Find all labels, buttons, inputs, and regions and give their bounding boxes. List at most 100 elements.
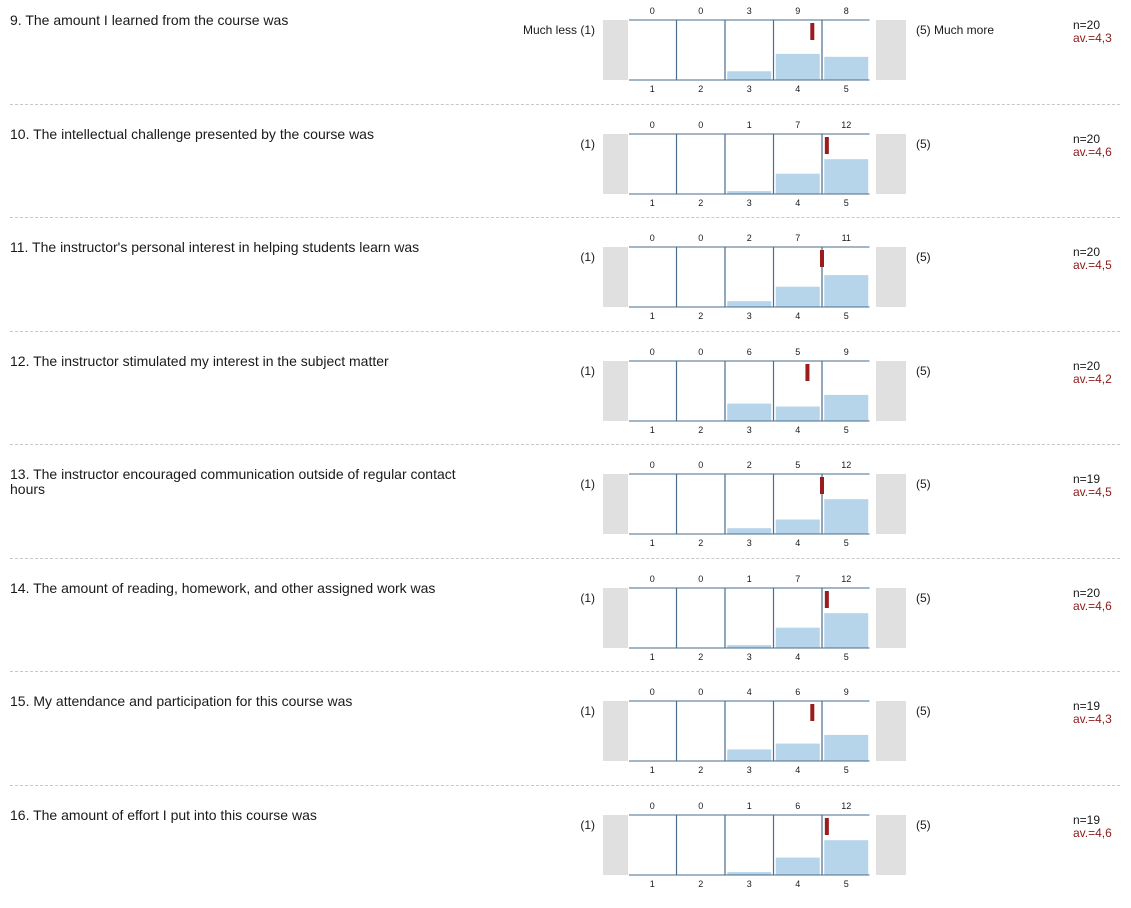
bar-3 <box>727 749 772 761</box>
count-label: 2 <box>747 233 752 243</box>
count-label: 9 <box>844 347 849 357</box>
average-marker <box>820 477 824 494</box>
row-divider <box>10 785 1120 786</box>
count-label: 12 <box>841 801 851 811</box>
bar-5 <box>824 613 869 648</box>
count-label: 0 <box>698 347 703 357</box>
histogram-chart: 0 1 0 2 3 3 9 4 8 5 <box>603 6 906 94</box>
row-divider <box>10 217 1120 218</box>
bar-5 <box>824 734 869 761</box>
category-label: 2 <box>698 652 703 662</box>
category-label: 1 <box>650 652 655 662</box>
bar-3 <box>727 872 772 875</box>
scale-left-label: (1) <box>580 704 595 718</box>
count-label: 1 <box>747 801 752 811</box>
count-label: 5 <box>795 347 800 357</box>
bar-4 <box>775 53 820 80</box>
count-label: 12 <box>841 574 851 584</box>
category-label: 1 <box>650 538 655 548</box>
category-label: 3 <box>747 879 752 889</box>
count-label: 12 <box>841 120 851 130</box>
scale-right-block <box>876 247 906 307</box>
question-text: 12. The instructor stimulated my interes… <box>10 353 389 369</box>
count-label: 6 <box>795 687 800 697</box>
scale-right-label: (5) <box>916 477 931 491</box>
scale-left-label: (1) <box>580 818 595 832</box>
scale-right-block <box>876 361 906 421</box>
scale-left-label: (1) <box>580 137 595 151</box>
scale-left-block <box>603 588 628 648</box>
category-label: 3 <box>747 198 752 208</box>
count-label: 7 <box>795 120 800 130</box>
row-divider <box>10 671 1120 672</box>
category-label: 3 <box>747 765 752 775</box>
count-label: 6 <box>795 801 800 811</box>
category-label: 3 <box>747 652 752 662</box>
average-value: av.=4,3 <box>1073 712 1112 726</box>
average-value: av.=4,5 <box>1073 485 1112 499</box>
question-row: 10. The intellectual challenge presented… <box>0 114 1131 227</box>
question-row: 13. The instructor encouraged communicat… <box>0 454 1131 567</box>
question-text: 11. The instructor's personal interest i… <box>10 239 420 255</box>
question-text: 15. My attendance and participation for … <box>10 693 353 709</box>
row-divider <box>10 331 1120 332</box>
category-label: 1 <box>650 765 655 775</box>
average-value: av.=4,2 <box>1073 372 1112 386</box>
histogram-chart: 0 1 0 2 6 3 5 4 9 5 <box>603 347 906 435</box>
average-value: av.=4,6 <box>1073 145 1112 159</box>
category-label: 4 <box>795 652 800 662</box>
category-label: 3 <box>747 538 752 548</box>
bar-4 <box>775 627 820 648</box>
bar-5 <box>824 499 869 534</box>
scale-left-block <box>603 701 628 761</box>
scale-right-block <box>876 20 906 80</box>
scale-right-block <box>876 701 906 761</box>
bar-3 <box>727 71 772 80</box>
bar-5 <box>824 56 869 80</box>
average-value: av.=4,3 <box>1073 31 1112 45</box>
bar-3 <box>727 301 772 307</box>
scale-left-label: (1) <box>580 477 595 491</box>
histogram-chart: 0 1 0 2 1 3 6 4 12 5 <box>603 801 906 889</box>
count-label: 2 <box>747 460 752 470</box>
category-label: 2 <box>698 198 703 208</box>
respondent-count: n=20 <box>1073 18 1101 32</box>
count-label: 0 <box>698 460 703 470</box>
scale-right-label: (5) <box>916 364 931 378</box>
scale-left-block <box>603 134 628 194</box>
question-row: 11. The instructor's personal interest i… <box>0 227 1131 340</box>
category-label: 4 <box>795 538 800 548</box>
category-label: 2 <box>698 538 703 548</box>
count-label: 0 <box>698 801 703 811</box>
bar-3 <box>727 403 772 421</box>
scale-right-label: (5) <box>916 591 931 605</box>
respondent-count: n=20 <box>1073 359 1101 373</box>
bar-5 <box>824 394 869 421</box>
category-label: 4 <box>795 425 800 435</box>
question-text: 14. The amount of reading, homework, and… <box>10 580 436 596</box>
category-label: 2 <box>698 879 703 889</box>
count-label: 11 <box>842 233 851 243</box>
count-label: 0 <box>650 687 655 697</box>
category-label: 1 <box>650 311 655 321</box>
respondent-count: n=19 <box>1073 699 1101 713</box>
scale-right-label: (5) <box>916 137 931 151</box>
count-label: 0 <box>698 233 703 243</box>
count-label: 0 <box>698 6 703 16</box>
count-label: 7 <box>795 233 800 243</box>
count-label: 0 <box>650 801 655 811</box>
average-value: av.=4,5 <box>1073 258 1112 272</box>
category-label: 5 <box>844 198 849 208</box>
count-label: 9 <box>844 687 849 697</box>
category-label: 3 <box>747 311 752 321</box>
average-marker <box>810 23 815 40</box>
question-text: 10. The intellectual challenge presented… <box>10 126 374 142</box>
category-label: 4 <box>795 765 800 775</box>
category-label: 1 <box>650 879 655 889</box>
bar-4 <box>775 406 820 421</box>
category-label: 2 <box>698 311 703 321</box>
scale-left-label: Much less (1) <box>522 23 595 37</box>
category-label: 5 <box>844 652 849 662</box>
category-label: 2 <box>698 765 703 775</box>
count-label: 0 <box>650 574 655 584</box>
